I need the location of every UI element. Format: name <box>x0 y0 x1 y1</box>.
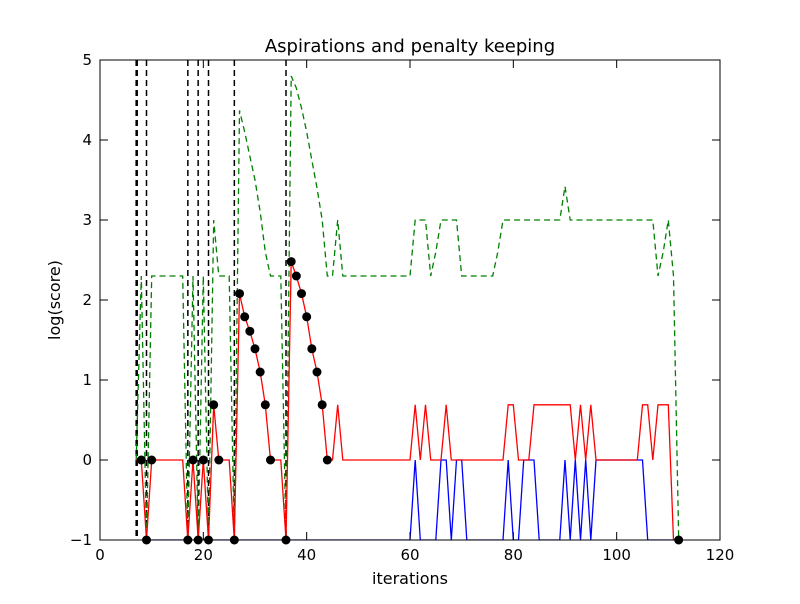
marker-point <box>266 455 275 465</box>
series-red-solid <box>136 261 679 540</box>
marker-point <box>286 257 296 267</box>
marker-point <box>255 367 265 377</box>
marker-point <box>317 400 327 410</box>
marker-point <box>240 312 250 322</box>
chart-title: Aspirations and penalty keeping <box>265 36 555 57</box>
marker-point <box>322 455 332 465</box>
marker-point <box>198 455 208 465</box>
marker-point <box>312 367 322 377</box>
x-tick-label: 0 <box>95 546 105 564</box>
marker-layer <box>136 257 684 545</box>
y-tick-label: −1 <box>70 531 92 549</box>
plot-layer <box>135 60 680 540</box>
x-axis-label: iterations <box>372 569 448 588</box>
marker-point <box>245 326 255 336</box>
y-tick-label: 0 <box>82 451 92 469</box>
x-tick-label: 100 <box>602 546 631 564</box>
marker-point <box>297 289 306 299</box>
x-tick-label: 40 <box>297 546 316 564</box>
y-tick-label: 1 <box>82 371 92 389</box>
x-tick-label: 60 <box>400 546 419 564</box>
marker-point <box>291 271 301 281</box>
marker-point <box>214 455 224 465</box>
y-axis-label: log(score) <box>45 260 64 340</box>
marker-point <box>307 344 317 354</box>
marker-point <box>250 344 260 354</box>
y-tick-label: 3 <box>82 211 92 229</box>
x-tick-label: 80 <box>504 546 523 564</box>
series-green-dashed <box>135 75 680 540</box>
y-tick-label: 4 <box>82 131 92 149</box>
marker-point <box>209 400 219 410</box>
y-tick-label: 2 <box>82 291 92 309</box>
marker-point <box>136 455 146 465</box>
marker-point <box>260 400 270 410</box>
x-tick-label: 120 <box>706 546 735 564</box>
marker-point <box>235 289 244 299</box>
marker-point <box>188 455 198 465</box>
marker-point <box>147 455 157 465</box>
x-tick-label: 20 <box>194 546 213 564</box>
y-tick-label: 5 <box>82 51 92 69</box>
marker-point <box>302 312 312 322</box>
